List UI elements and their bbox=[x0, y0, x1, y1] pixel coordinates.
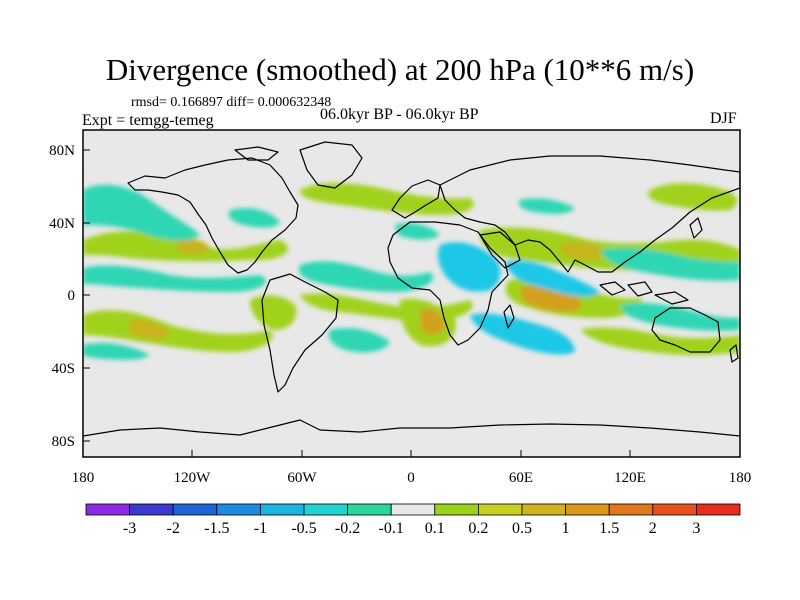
colorbar-labels: -3 -2 -1.5 -1 -0.5 -0.2 -0.1 0.1 0.2 0.5 1 1.5 2 3 bbox=[123, 520, 700, 537]
lat-label: 40N bbox=[49, 216, 75, 232]
colorbar-label: -1.5 bbox=[204, 520, 229, 537]
colorbar-label: 2 bbox=[649, 520, 657, 537]
colorbar-label: 3 bbox=[692, 520, 700, 537]
lon-label: 120E bbox=[614, 470, 646, 486]
period-label: 06.0kyr BP - 06.0kyr BP bbox=[320, 106, 479, 123]
colorbar-label: 1 bbox=[562, 520, 570, 537]
lat-label: 80N bbox=[49, 143, 75, 159]
lon-ticks bbox=[82, 450, 741, 457]
colorbar-swatch bbox=[477, 503, 523, 516]
colorbar-swatch bbox=[303, 503, 348, 516]
colorbar-swatch bbox=[652, 503, 697, 516]
colorbar-swatch bbox=[565, 503, 610, 516]
colorbar-label: -0.5 bbox=[291, 520, 316, 537]
colorbar-swatch bbox=[696, 503, 741, 516]
lat-ticks bbox=[83, 149, 90, 442]
lon-label: 60W bbox=[287, 470, 317, 486]
lon-label: 60E bbox=[509, 470, 533, 486]
lat-label: 0 bbox=[68, 288, 76, 304]
colorbar-swatch bbox=[216, 503, 261, 516]
colorbar-label: 0.2 bbox=[468, 520, 488, 537]
lon-label: 0 bbox=[407, 470, 415, 486]
colorbar-label: 0.1 bbox=[425, 520, 445, 537]
lat-label: 80S bbox=[52, 434, 75, 450]
season-label: DJF bbox=[710, 110, 737, 127]
lat-labels: 80N 40N 0 40S 80S bbox=[49, 143, 75, 450]
experiment-label: Expt = temgg-temeg bbox=[82, 112, 214, 129]
lon-labels: 180 120W 60W 0 60E 120E 180 bbox=[72, 470, 752, 486]
colorbar-label: -0.2 bbox=[335, 520, 360, 537]
colorbar-swatch bbox=[521, 503, 566, 516]
colorbar-swatch bbox=[85, 503, 130, 516]
colorbar-swatch bbox=[129, 503, 174, 516]
colorbar-label: -0.1 bbox=[379, 520, 404, 537]
colorbar-label: -3 bbox=[123, 520, 136, 537]
colorbar-swatch bbox=[172, 503, 218, 516]
colorbar-swatch bbox=[390, 503, 436, 516]
colorbar-label: 1.5 bbox=[599, 520, 619, 537]
colorbar-swatch bbox=[434, 503, 479, 516]
colorbar bbox=[85, 503, 741, 516]
plot-title: Divergence (smoothed) at 200 hPa (10**6 … bbox=[105, 52, 695, 87]
lon-label: 180 bbox=[729, 470, 752, 486]
map-background bbox=[83, 130, 740, 457]
coastlines bbox=[83, 141, 740, 437]
stats-line: rmsd= 0.166897 diff= 0.000632348 bbox=[131, 95, 332, 110]
colorbar-label: 0.5 bbox=[512, 520, 532, 537]
colorbar-swatch bbox=[347, 503, 392, 516]
colorbar-label: -1 bbox=[254, 520, 267, 537]
lon-label: 180 bbox=[72, 470, 95, 486]
lat-label: 40S bbox=[52, 361, 75, 377]
colorbar-swatch bbox=[259, 503, 305, 516]
lon-label: 120W bbox=[174, 470, 212, 486]
colorbar-swatch bbox=[608, 503, 654, 516]
colorbar-label: -2 bbox=[167, 520, 180, 537]
